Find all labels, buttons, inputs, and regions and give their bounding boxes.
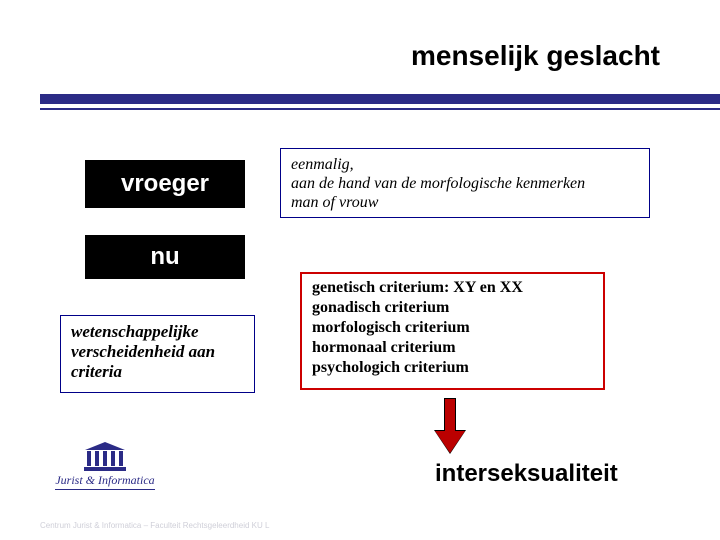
label-nu: nu	[85, 235, 245, 279]
eenmalig-line1: eenmalig,	[291, 155, 639, 174]
criteria-line4: hormonaal criterium	[312, 338, 593, 358]
title-rule	[40, 94, 720, 116]
intersex-label: interseksualiteit	[435, 460, 618, 488]
label-vroeger-text: vroeger	[121, 170, 209, 198]
criteria-line5: psychologich criterium	[312, 358, 593, 378]
criteria-line1: genetisch criterium: XY en XX	[312, 278, 593, 298]
box-wetenschap: wetenschappelijke verscheidenheid aan cr…	[60, 315, 255, 393]
eenmalig-line3: man of vrouw	[291, 193, 639, 212]
logo-text: Jurist & Informatica	[55, 473, 154, 488]
footer-text: Centrum Jurist & Informatica – Faculteit…	[40, 521, 269, 530]
slide: menselijk geslacht vroeger nu eenmalig, …	[0, 0, 720, 540]
criteria-line3: morfologisch criterium	[312, 318, 593, 338]
wetenschap-line3: criteria	[71, 362, 244, 382]
criteria-line2: gonadisch criterium	[312, 298, 593, 318]
arrow-down	[435, 398, 465, 453]
wetenschap-line1: wetenschappelijke	[71, 322, 244, 342]
slide-title: menselijk geslacht	[411, 40, 660, 72]
box-eenmalig: eenmalig, aan de hand van de morfologisc…	[280, 148, 650, 218]
label-vroeger: vroeger	[85, 160, 245, 208]
eenmalig-line2: aan de hand van de morfologische kenmerk…	[291, 174, 639, 193]
logo: Jurist & Informatica	[45, 442, 165, 500]
label-nu-text: nu	[150, 243, 179, 271]
box-criteria: genetisch criterium: XY en XX gonadisch …	[300, 272, 605, 390]
wetenschap-line2: verscheidenheid aan	[71, 342, 244, 362]
logo-icon	[81, 442, 129, 472]
logo-underline	[55, 489, 155, 490]
